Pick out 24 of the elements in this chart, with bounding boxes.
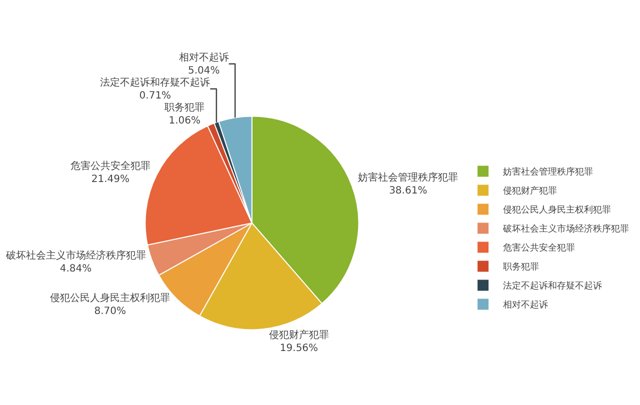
data-label: 5.04%: [188, 65, 220, 76]
legend-label: 危害公共安全犯罪: [503, 242, 576, 254]
legend-label: 法定不起诉和存疑不起诉: [503, 280, 602, 292]
data-label: 38.61%: [389, 186, 428, 197]
slice-label: 破坏社会主义市场经济秩序犯罪: [4, 250, 146, 262]
data-label: 21.49%: [91, 174, 130, 185]
slice-label: 相对不起诉: [178, 51, 229, 64]
legend-label: 侵犯公民人身民主权利犯罪: [503, 204, 612, 216]
slice-label: 侵犯公民人身民主权利犯罪: [50, 292, 170, 304]
legend-label: 相对不起诉: [503, 300, 548, 311]
data-label: 19.56%: [280, 343, 318, 354]
legend-label: 破坏社会主义市场经济秩序犯罪: [502, 224, 630, 235]
legend-label: 侵犯财产犯罪: [503, 186, 558, 197]
slice-label: 侵犯财产犯罪: [268, 329, 329, 342]
data-label: 1.06%: [168, 115, 201, 126]
data-label: 0.71%: [139, 90, 172, 102]
slice-label: 妨害社会管理秩序犯罪: [358, 172, 458, 184]
legend-label: 职务犯罪: [503, 262, 540, 273]
legend-label: 妨害社会管理秩序犯罪: [503, 166, 594, 178]
data-label: 8.70%: [94, 306, 126, 318]
data-label: 4.84%: [60, 264, 92, 275]
slice-label: 危害公共安全犯罪: [70, 160, 150, 172]
slice-label: 职务犯罪: [164, 101, 205, 114]
slice-label: 法定不起诉和存疑不起诉: [100, 76, 210, 88]
